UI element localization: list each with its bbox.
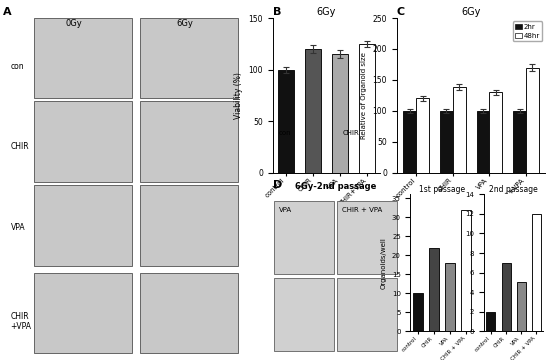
FancyBboxPatch shape [34, 102, 132, 182]
Text: 6Gy-2nd passage: 6Gy-2nd passage [295, 182, 376, 191]
Bar [461, 210, 471, 331]
Bar [413, 293, 423, 331]
Title: 6Gy: 6Gy [461, 7, 481, 17]
FancyBboxPatch shape [34, 273, 132, 353]
Text: VPA: VPA [10, 223, 25, 232]
Bar [526, 68, 539, 173]
Bar [513, 111, 526, 173]
Bar [487, 312, 495, 331]
Text: C: C [397, 7, 405, 17]
FancyBboxPatch shape [140, 18, 238, 98]
FancyBboxPatch shape [274, 201, 333, 274]
Text: D: D [273, 180, 282, 190]
Bar [305, 49, 321, 173]
FancyBboxPatch shape [34, 18, 132, 98]
Bar [532, 214, 541, 331]
Title: 1st passage: 1st passage [419, 185, 465, 194]
FancyBboxPatch shape [140, 273, 238, 353]
FancyBboxPatch shape [34, 185, 132, 266]
Text: con: con [279, 130, 291, 136]
Text: CHIR: CHIR [343, 130, 359, 136]
Bar [403, 111, 416, 173]
Text: VPA: VPA [279, 207, 292, 213]
FancyBboxPatch shape [140, 102, 238, 182]
Bar [278, 69, 294, 173]
Y-axis label: Relative of Organoid size: Relative of Organoid size [361, 52, 367, 139]
Y-axis label: Organoids/well: Organoids/well [380, 237, 386, 289]
Y-axis label: Viability (%): Viability (%) [234, 72, 243, 119]
Bar [445, 263, 455, 331]
Bar [429, 248, 439, 331]
Text: 6Gy: 6Gy [177, 19, 193, 28]
Text: B: B [273, 7, 281, 17]
Text: CHIR: CHIR [10, 143, 29, 152]
Text: con: con [10, 62, 24, 71]
Bar [477, 111, 489, 173]
FancyBboxPatch shape [337, 201, 397, 274]
Bar [440, 111, 453, 173]
Legend: 2hr, 48hr: 2hr, 48hr [512, 22, 542, 41]
Bar [416, 99, 429, 173]
Title: 6Gy: 6Gy [317, 7, 336, 17]
FancyBboxPatch shape [274, 279, 333, 351]
FancyBboxPatch shape [140, 185, 238, 266]
Bar [501, 263, 511, 331]
Text: 0Gy: 0Gy [66, 19, 83, 28]
Bar [332, 54, 348, 173]
Text: A: A [3, 7, 12, 17]
Title: 2nd passage: 2nd passage [489, 185, 538, 194]
Bar [516, 282, 526, 331]
Bar [489, 92, 502, 173]
Text: CHIR
+VPA: CHIR +VPA [10, 312, 31, 331]
Bar [359, 44, 375, 173]
Text: CHIR + VPA: CHIR + VPA [343, 207, 383, 213]
FancyBboxPatch shape [337, 279, 397, 351]
Bar [453, 87, 466, 173]
